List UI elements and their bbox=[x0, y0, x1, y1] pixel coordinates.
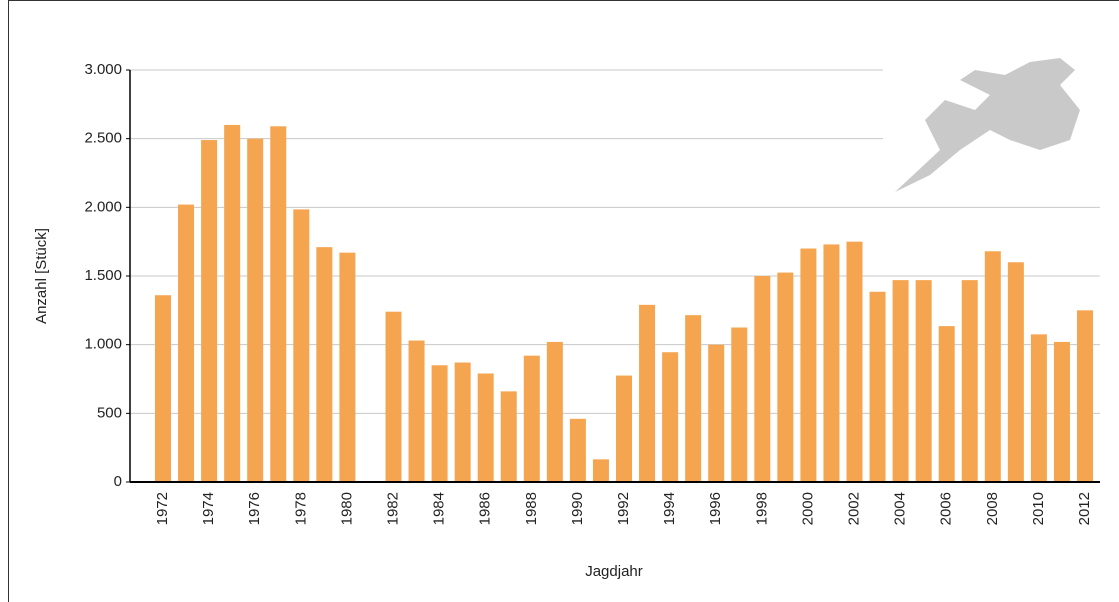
frame bbox=[8, 0, 1119, 602]
bar bbox=[800, 248, 817, 482]
y-tick-label: 0 bbox=[114, 473, 122, 490]
bar bbox=[777, 272, 794, 482]
x-tick-label: 1996 bbox=[707, 492, 724, 525]
x-tick-label: 1976 bbox=[246, 492, 263, 525]
x-tick-label: 2002 bbox=[845, 492, 862, 525]
bar bbox=[546, 341, 563, 482]
bar bbox=[984, 251, 1001, 482]
y-axis-title: Anzahl [Stück] bbox=[33, 228, 50, 324]
bar bbox=[247, 138, 264, 482]
x-tick-label: 2008 bbox=[984, 492, 1001, 525]
y-tick-label: 1.000 bbox=[84, 336, 122, 353]
bar bbox=[385, 311, 402, 482]
x-tick-label: 1988 bbox=[523, 492, 540, 525]
bar bbox=[639, 304, 656, 482]
x-tick-label: 1992 bbox=[615, 492, 632, 525]
bar bbox=[339, 252, 356, 482]
bar bbox=[1030, 334, 1047, 482]
bar bbox=[846, 241, 863, 482]
bar bbox=[293, 209, 310, 483]
bar bbox=[915, 280, 932, 482]
x-tick-label: 1978 bbox=[292, 492, 309, 525]
x-tick-label: 1998 bbox=[753, 492, 770, 525]
bar bbox=[316, 247, 333, 482]
bar bbox=[155, 295, 171, 482]
y-tick-label: 2.500 bbox=[84, 130, 122, 147]
x-tick-label: 1986 bbox=[477, 492, 494, 525]
bar bbox=[1007, 262, 1024, 482]
bar bbox=[662, 352, 679, 482]
bar bbox=[500, 391, 517, 482]
bar bbox=[454, 362, 471, 482]
bar bbox=[569, 418, 586, 482]
x-tick-label: 1980 bbox=[338, 492, 355, 525]
y-tick-label: 3.000 bbox=[84, 61, 122, 78]
x-axis-title: Jagdjahr bbox=[585, 563, 643, 580]
x-tick-label: 1974 bbox=[200, 492, 217, 525]
x-tick-label: 1990 bbox=[569, 492, 586, 525]
x-tick-label: 2000 bbox=[799, 492, 816, 525]
bar bbox=[178, 204, 195, 482]
x-tick-label: 2006 bbox=[938, 492, 955, 525]
x-tick-label: 1994 bbox=[661, 492, 678, 525]
x-tick-label: 2012 bbox=[1076, 492, 1093, 525]
y-tick-label: 1.500 bbox=[84, 267, 122, 284]
bar bbox=[823, 244, 840, 482]
bar bbox=[731, 327, 748, 482]
x-tick-label: 2010 bbox=[1030, 492, 1047, 525]
x-tick-label: 1972 bbox=[154, 492, 171, 525]
bar bbox=[431, 365, 448, 482]
x-tick-label: 2004 bbox=[892, 492, 909, 525]
bar bbox=[708, 344, 725, 482]
bar bbox=[1053, 341, 1070, 482]
bar bbox=[523, 355, 540, 482]
bar bbox=[892, 280, 909, 482]
bar bbox=[224, 124, 241, 482]
bar bbox=[616, 375, 632, 482]
x-tick-label: 1984 bbox=[431, 492, 448, 525]
bar bbox=[961, 280, 978, 482]
bar bbox=[270, 126, 287, 482]
logo bbox=[895, 58, 1080, 192]
bar bbox=[754, 276, 771, 482]
bar bbox=[1077, 310, 1093, 482]
bar bbox=[685, 315, 702, 482]
bar bbox=[938, 326, 955, 482]
bar bbox=[869, 291, 886, 482]
bar bbox=[408, 340, 425, 482]
x-tick-label: 1982 bbox=[384, 492, 401, 525]
y-tick-label: 500 bbox=[97, 404, 122, 421]
bar bbox=[477, 373, 494, 482]
bar bbox=[592, 459, 609, 482]
bar bbox=[201, 140, 218, 483]
y-tick-label: 2.000 bbox=[84, 198, 122, 215]
